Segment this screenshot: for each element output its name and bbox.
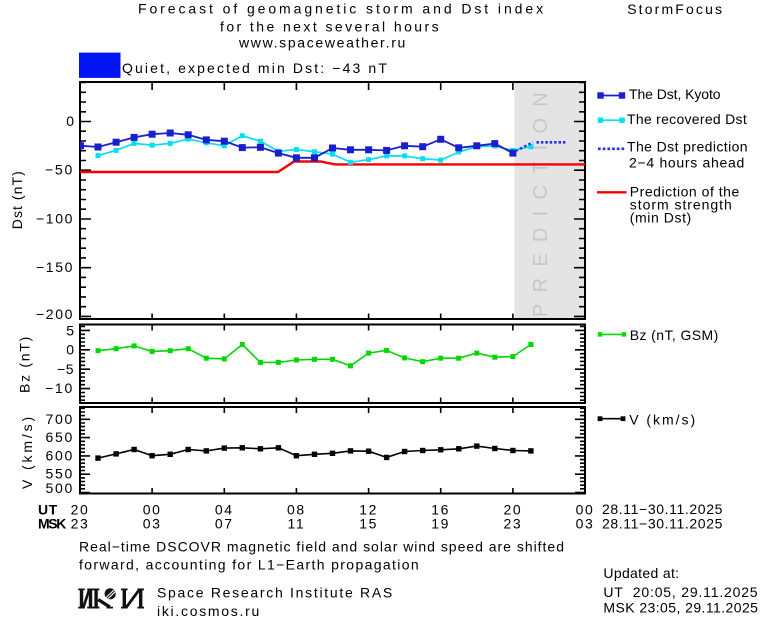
svg-text:−200: −200 — [36, 306, 74, 322]
svg-text:5: 5 — [66, 322, 74, 338]
svg-text:12: 12 — [359, 502, 378, 518]
svg-text:0: 0 — [66, 341, 74, 357]
svg-text:−50: −50 — [45, 162, 74, 178]
svg-text:UT 20:05, 29.11.2025: UT 20:05, 29.11.2025 — [603, 584, 758, 600]
svg-text:Quiet, expected min Dst: −43 n: Quiet, expected min Dst: −43 nT — [122, 60, 389, 76]
svg-text:23: 23 — [504, 515, 523, 531]
svg-text:The recovered Dst: The recovered Dst — [627, 111, 747, 127]
svg-text:2−4 hours ahead: 2−4 hours ahead — [629, 154, 745, 170]
svg-text:15: 15 — [359, 515, 378, 531]
svg-text:04: 04 — [215, 502, 234, 518]
svg-text:550: 550 — [46, 466, 75, 482]
svg-text:Bz (nT, GSM): Bz (nT, GSM) — [630, 327, 719, 343]
svg-text:Prediction of the: Prediction of the — [630, 184, 740, 200]
svg-text:03: 03 — [143, 515, 162, 531]
svg-text:StormFocus: StormFocus — [627, 1, 724, 17]
svg-text:19: 19 — [431, 515, 450, 531]
svg-text:03: 03 — [576, 515, 595, 531]
svg-text:The Dst prediction: The Dst prediction — [627, 138, 748, 154]
svg-text:Dst (nT): Dst (nT) — [9, 170, 25, 229]
svg-text:forward, accounting for L1−Ear: forward, accounting for L1−Earth propaga… — [79, 557, 420, 573]
svg-text:Space Research Institute RAS: Space Research Institute RAS — [157, 585, 394, 601]
svg-text:−5: −5 — [57, 361, 74, 377]
svg-text:−100: −100 — [36, 210, 74, 226]
svg-text:650: 650 — [46, 429, 75, 445]
svg-text:Real−time DSCOVR magnetic fiel: Real−time DSCOVR magnetic field and sola… — [79, 539, 565, 555]
svg-text:00: 00 — [143, 502, 162, 518]
svg-text:MSK: MSK — [38, 515, 66, 531]
svg-text:23: 23 — [71, 515, 90, 531]
svg-text:The Dst, Kyoto: The Dst, Kyoto — [629, 86, 721, 102]
svg-text:500: 500 — [46, 480, 75, 496]
svg-text:20: 20 — [71, 502, 90, 518]
svg-text:for the next several hours: for the next several hours — [220, 18, 441, 34]
svg-text:600: 600 — [46, 447, 75, 463]
svg-text:Bz (nT): Bz (nT) — [16, 335, 32, 393]
svg-text:16: 16 — [431, 502, 450, 518]
svg-text:UT: UT — [38, 502, 58, 518]
svg-text:700: 700 — [46, 411, 75, 427]
svg-text:storm strength: storm strength — [630, 197, 733, 213]
svg-text:(min Dst): (min Dst) — [630, 210, 692, 226]
svg-text:0: 0 — [66, 113, 74, 129]
svg-text:V (km/s): V (km/s) — [629, 411, 697, 427]
svg-text:20: 20 — [504, 502, 523, 518]
svg-text:−10: −10 — [45, 380, 74, 396]
svg-text:28.11−30.11.2025: 28.11−30.11.2025 — [602, 501, 723, 517]
svg-text:Updated at:: Updated at: — [603, 565, 679, 581]
svg-text:MSK 23:05, 29.11.2025: MSK 23:05, 29.11.2025 — [603, 600, 758, 616]
svg-text:28.11−30.11.2025: 28.11−30.11.2025 — [602, 515, 723, 531]
svg-text:PREDICTION: PREDICTION — [530, 81, 552, 317]
svg-text:−150: −150 — [36, 259, 74, 275]
svg-text:Forecast of geomagnetic storm: Forecast of geomagnetic storm and Dst in… — [138, 1, 546, 17]
svg-text:00: 00 — [576, 502, 595, 518]
svg-text:iki.cosmos.ru: iki.cosmos.ru — [157, 603, 261, 619]
svg-text:www.spaceweather.ru: www.spaceweather.ru — [238, 34, 407, 50]
svg-text:07: 07 — [215, 515, 234, 531]
svg-text:08: 08 — [287, 502, 306, 518]
svg-text:V (km/s): V (km/s) — [19, 414, 35, 489]
svg-text:11: 11 — [288, 515, 306, 531]
